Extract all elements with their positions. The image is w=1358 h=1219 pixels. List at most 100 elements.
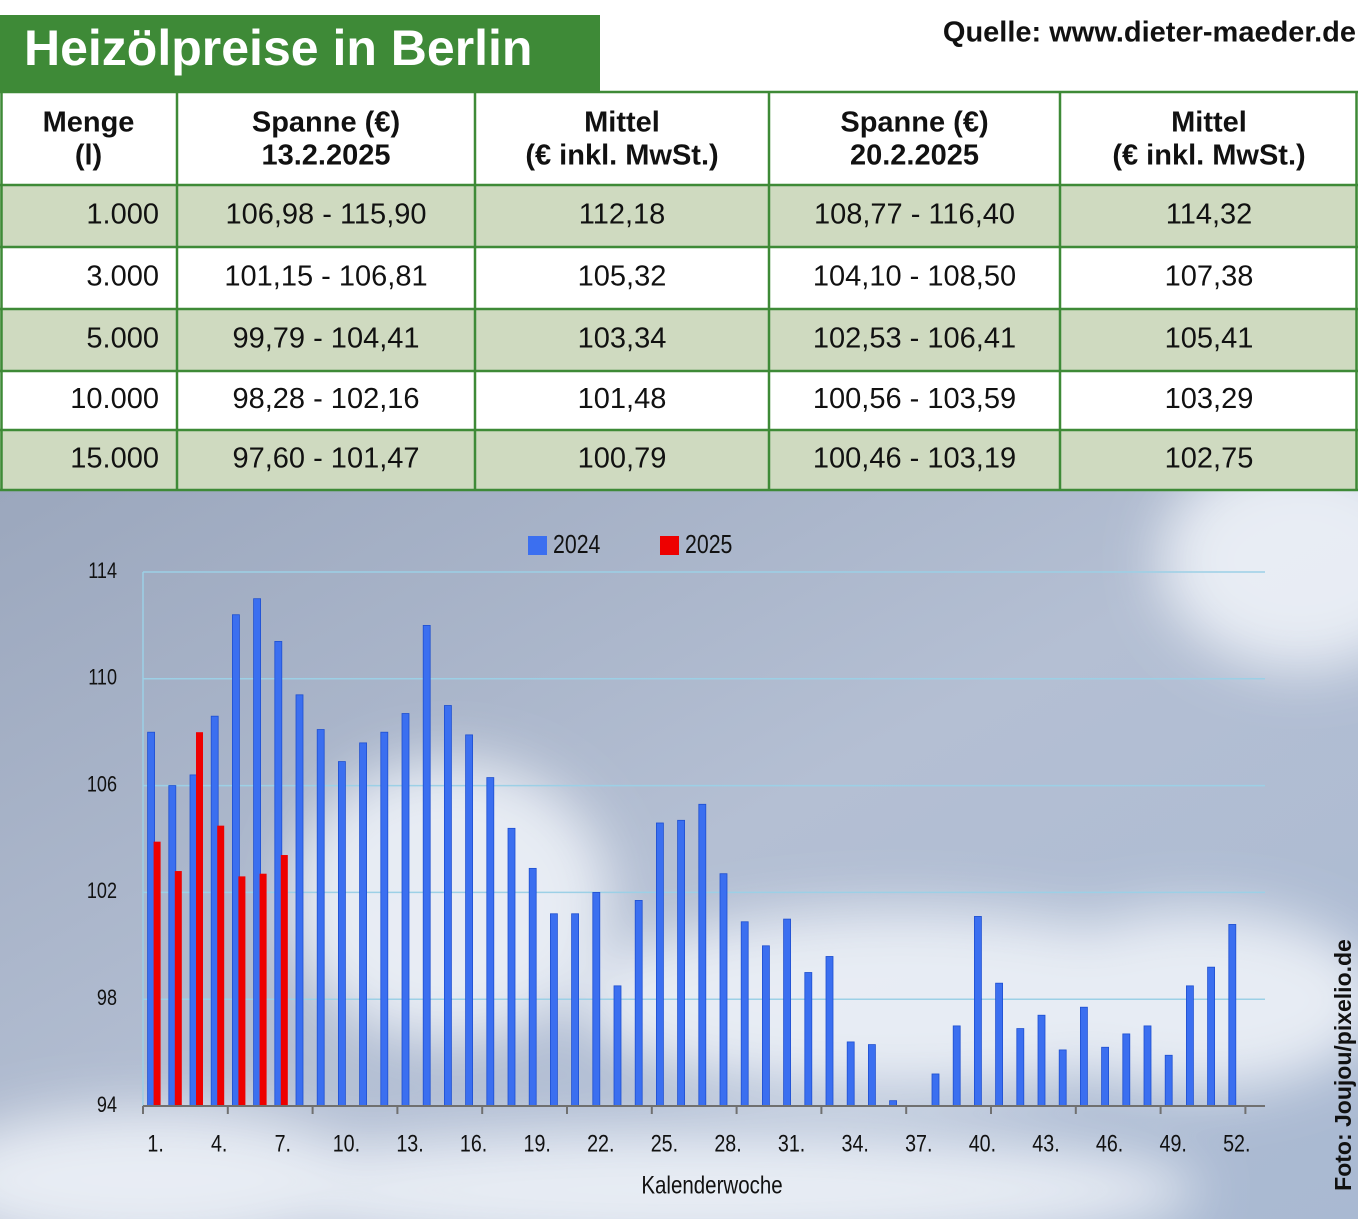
bar	[1080, 1006, 1088, 1107]
source: Quelle: www.dieter-maeder.de	[943, 17, 1356, 49]
bar	[931, 1073, 940, 1107]
x-tick-label: 40.	[969, 1129, 996, 1156]
bar	[952, 1025, 961, 1107]
y-tick-label: 94	[97, 1093, 117, 1117]
bar	[295, 694, 304, 1107]
x-tick-label: 16.	[460, 1129, 487, 1156]
x-tick-label: 19.	[524, 1129, 551, 1156]
bar	[359, 742, 368, 1107]
bar	[762, 945, 770, 1107]
x-tick-label: 13.	[396, 1129, 423, 1156]
table-cell: 102,53 - 106,41	[813, 323, 1016, 355]
table-cell: 101,48	[578, 383, 667, 415]
bar	[210, 715, 219, 1107]
bar	[740, 921, 749, 1107]
legend-swatch	[528, 536, 547, 555]
bar	[401, 713, 410, 1107]
table-cell: 108,77 - 116,40	[814, 199, 1015, 231]
bar	[1186, 985, 1194, 1107]
bar	[656, 822, 664, 1107]
bar	[231, 614, 240, 1107]
table-cell: 100,46 - 103,19	[813, 443, 1016, 475]
table-cell: 105,41	[1165, 323, 1254, 355]
bar	[1101, 1046, 1109, 1107]
table-cell: 112,18	[579, 199, 666, 231]
bar	[422, 625, 431, 1107]
bar	[528, 867, 537, 1107]
x-tick-label: 4.	[211, 1129, 227, 1156]
bar	[613, 985, 622, 1107]
table-cell: 104,10 - 108,50	[813, 261, 1016, 293]
bar	[147, 731, 156, 1107]
table-cell: 100,56 - 103,59	[813, 383, 1016, 415]
bar	[571, 913, 579, 1107]
x-tick-label: 52.	[1223, 1129, 1250, 1156]
table-header: (€ inkl. MwSt.)	[525, 140, 718, 172]
table-cell: 102,75	[1165, 443, 1254, 475]
bar	[280, 855, 288, 1106]
title-box	[0, 15, 600, 92]
y-tick-label: 102	[87, 880, 117, 904]
bar	[719, 873, 728, 1107]
bar	[1228, 924, 1237, 1107]
bar	[217, 825, 225, 1106]
bar	[168, 785, 177, 1107]
bar	[259, 873, 267, 1106]
table-cell: 106,98 - 115,90	[225, 199, 426, 231]
bar	[825, 956, 834, 1107]
bar	[995, 982, 1003, 1107]
x-tick-label: 28.	[714, 1129, 741, 1156]
bar	[783, 918, 791, 1107]
x-tick-label: 43.	[1032, 1129, 1059, 1156]
x-tick-label: 10.	[333, 1129, 360, 1156]
x-tick-label: 37.	[905, 1129, 932, 1156]
table-cell: 103,29	[1165, 383, 1254, 415]
bar	[174, 871, 182, 1106]
x-tick-label: 34.	[842, 1129, 869, 1156]
table-cell: 98,28 - 102,16	[232, 383, 419, 415]
photo-credit: Foto: Joujou/pixelio.de	[1330, 939, 1356, 1191]
bar	[486, 777, 495, 1107]
chart: 94 98 102 106 110 114 1. 4. 7. 10. 13. 16. 19. 22. 25.…	[87, 530, 1265, 1199]
bar	[592, 892, 601, 1107]
table-row-bg	[0, 430, 1358, 490]
bar	[465, 734, 474, 1107]
bar	[550, 913, 558, 1107]
bar	[189, 774, 198, 1107]
table-header: Menge	[43, 107, 135, 139]
table-row-bg	[0, 185, 1358, 247]
x-tick-label: 25.	[651, 1129, 678, 1156]
table-header: (€ inkl. MwSt.)	[1112, 140, 1305, 172]
table-cell: 15.000	[70, 443, 159, 475]
x-tick-label: 1.	[147, 1129, 163, 1156]
table-cell: 103,34	[578, 323, 667, 355]
bar	[1207, 966, 1215, 1107]
bar	[1058, 1049, 1067, 1107]
table-row-bg	[0, 371, 1358, 430]
bar	[698, 803, 707, 1107]
table-cell: 114,32	[1166, 199, 1253, 231]
table-cell: 105,32	[578, 261, 667, 293]
x-tick-label: 31.	[778, 1129, 805, 1156]
bar	[1037, 1014, 1046, 1107]
legend-label: 2025	[685, 530, 732, 560]
bar	[1164, 1054, 1173, 1107]
table-header: 20.2.2025	[850, 140, 979, 172]
bar	[846, 1041, 855, 1107]
x-tick-label: 49.	[1160, 1129, 1187, 1156]
table-row-bg	[0, 309, 1358, 371]
table-cell: 3.000	[86, 261, 159, 293]
bar	[1016, 1028, 1025, 1107]
legend-label: 2024	[553, 530, 600, 560]
bar	[443, 705, 452, 1107]
title: Heizölpreise in Berlin	[24, 20, 532, 76]
table-cell: 1.000	[86, 199, 159, 231]
table-cell: 10.000	[70, 383, 159, 415]
bar	[804, 972, 813, 1107]
bar	[1122, 1033, 1131, 1107]
bar	[507, 827, 516, 1107]
bar	[868, 1044, 876, 1107]
table-header: Mittel	[584, 107, 660, 139]
